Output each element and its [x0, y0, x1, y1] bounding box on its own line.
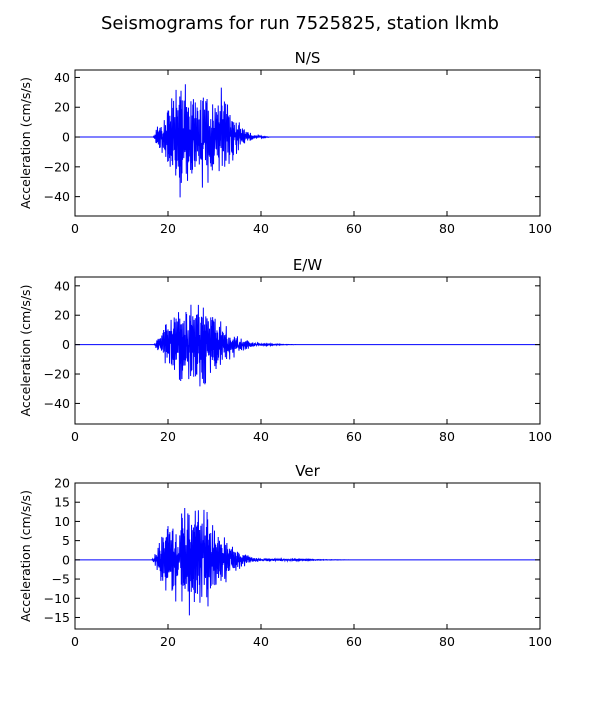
x-tick-label: 100: [528, 634, 552, 649]
y-tick-label: −5: [52, 572, 70, 587]
panel-2: Ver 0 20 40 60 80 100 −15 −10 −5 0 5 10 15 20 Accelerat…: [18, 462, 552, 649]
y-axis-label: Acceleration (cm/s/s): [18, 77, 33, 209]
seismogram-trace: [75, 84, 540, 198]
axes-frame: [74, 276, 541, 425]
x-tick-label: 60: [346, 221, 362, 236]
figure-title: Seismograms for run 7525825, station lkm…: [101, 13, 499, 34]
x-tick-label: 60: [346, 429, 362, 444]
y-tick-label: −20: [44, 159, 70, 174]
seismogram-trace: [75, 507, 540, 616]
y-axis-label: Acceleration (cm/s/s): [18, 490, 33, 622]
y-tick-label: 10: [54, 514, 70, 529]
panel-title: Ver: [295, 462, 320, 480]
y-tick-label: 5: [62, 533, 70, 548]
y-tick-label: 0: [62, 337, 70, 352]
x-tick-label: 40: [253, 429, 269, 444]
axes-frame: [74, 482, 541, 630]
y-tick-label: 0: [62, 552, 70, 567]
y-tick-label: −10: [44, 591, 70, 606]
y-tick-label: −40: [44, 189, 70, 204]
y-tick-label: −15: [44, 610, 70, 625]
x-tick-label: 40: [253, 634, 269, 649]
y-tick-label: 40: [54, 70, 70, 85]
y-tick-label: 20: [54, 100, 70, 115]
x-tick-label: 20: [160, 634, 176, 649]
axes-frame: [74, 69, 541, 217]
y-tick-label: −20: [44, 367, 70, 382]
x-tick-label: 80: [439, 634, 455, 649]
panel-title: E/W: [293, 256, 323, 274]
x-tick-label: 40: [253, 221, 269, 236]
y-axis-label: Acceleration (cm/s/s): [18, 285, 33, 417]
x-tick-label: 80: [439, 429, 455, 444]
x-tick-label: 80: [439, 221, 455, 236]
x-tick-label: 100: [528, 429, 552, 444]
y-tick-label: 20: [54, 308, 70, 323]
x-tick-label: 0: [71, 221, 79, 236]
y-tick-label: 0: [62, 130, 70, 145]
y-tick-label: 40: [54, 278, 70, 293]
y-tick-label: 20: [54, 476, 70, 491]
x-tick-label: 20: [160, 221, 176, 236]
x-tick-label: 0: [71, 429, 79, 444]
panel-1: E/W 0 20 40 60 80 100 −40 −20 0 20 40 Acceleration (…: [18, 256, 552, 444]
x-tick-label: 60: [346, 634, 362, 649]
x-tick-label: 0: [71, 634, 79, 649]
x-tick-label: 100: [528, 221, 552, 236]
panel-title: N/S: [295, 49, 321, 67]
y-tick-label: −40: [44, 396, 70, 411]
y-tick-label: 15: [54, 495, 70, 510]
panel-0: N/S 0 20 40 60 80 100 −40 −20 0 20 40 Acceleration (…: [18, 49, 552, 236]
seismogram-trace: [75, 304, 540, 387]
x-tick-label: 20: [160, 429, 176, 444]
